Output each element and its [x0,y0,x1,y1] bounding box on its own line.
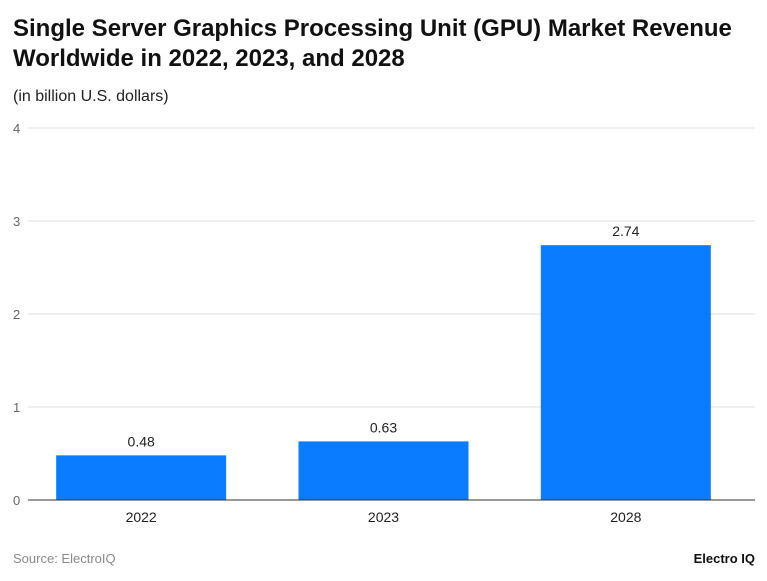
data-label: 0.48 [128,433,155,449]
source-note: Source: ElectroIQ [13,551,116,566]
x-tick-label: 2022 [126,509,157,525]
y-tick-label: 1 [13,400,20,415]
y-tick-label: 3 [13,214,20,229]
y-tick-label: 2 [13,307,20,322]
bar [56,455,227,500]
data-label: 2.74 [612,223,639,239]
y-tick-label: 4 [13,121,20,136]
chart-subtitle: (in billion U.S. dollars) [13,88,169,105]
data-label: 0.63 [370,419,397,435]
bar [540,245,711,500]
chart-title: Single Server Graphics Processing Unit (… [13,15,732,72]
bar [298,441,469,500]
brand-logo: Electro IQ [693,551,755,566]
x-tick-label: 2023 [368,509,399,525]
y-tick-label: 0 [13,493,20,508]
x-tick-label: 2028 [610,509,641,525]
